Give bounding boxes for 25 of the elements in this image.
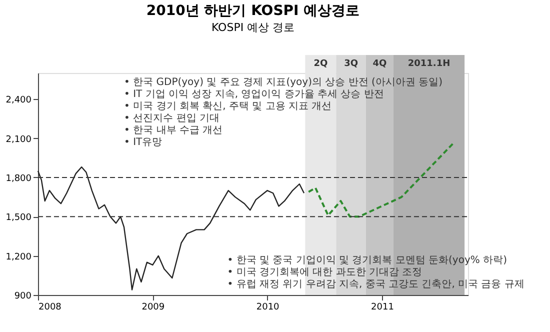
- annotation: • 한국 GDP(yoy) 및 주요 경제 지표(yoy)의 상승 반전 (아시아권 동일): [124, 77, 443, 88]
- band-label: 2011.1H: [408, 59, 450, 69]
- annotation: • 미국 경기 회복 확신, 주택 및 고용 지표 개선: [124, 101, 332, 112]
- annotation: • 선진지수 편입 기대: [124, 113, 220, 124]
- x-tick-label: 2011: [371, 302, 394, 312]
- band-label: 2Q: [314, 59, 328, 69]
- line-series: [308, 142, 454, 218]
- annotation: • 미국 경기회복에 대한 과도한 기대감 조정: [227, 267, 422, 278]
- y-tick-label: 2,100: [6, 134, 32, 145]
- y-tick-label: 2,400: [6, 96, 32, 106]
- x-tick-label: 2010: [256, 302, 280, 312]
- annotation: • IT유망: [124, 137, 162, 148]
- annotation: • 한국 내부 수급 개선: [124, 125, 223, 136]
- chart-subtitle: KOSPI 예상 경로: [211, 21, 295, 34]
- y-tick-label: 1,500: [6, 213, 32, 224]
- chart-title: 2010년 하반기 KOSPI 예상경로: [146, 3, 360, 19]
- x-tick-label: 2009: [142, 302, 165, 312]
- y-tick-label: 900: [14, 292, 32, 302]
- y-tick-label: 1,800: [6, 174, 32, 184]
- annotation: • IT 기업 이익 성장 지속, 영업이익 증가율 추세 상승 반전: [124, 89, 384, 100]
- band-label: 3Q: [344, 59, 358, 69]
- annotation: • 유럽 재정 위기 우려감 지속, 중국 고강도 긴축안, 미국 금융 규제: [227, 279, 524, 290]
- x-tick-label: 2008: [38, 302, 62, 312]
- band-label: 4Q: [372, 59, 388, 69]
- y-tick-label: 1,200: [6, 252, 32, 262]
